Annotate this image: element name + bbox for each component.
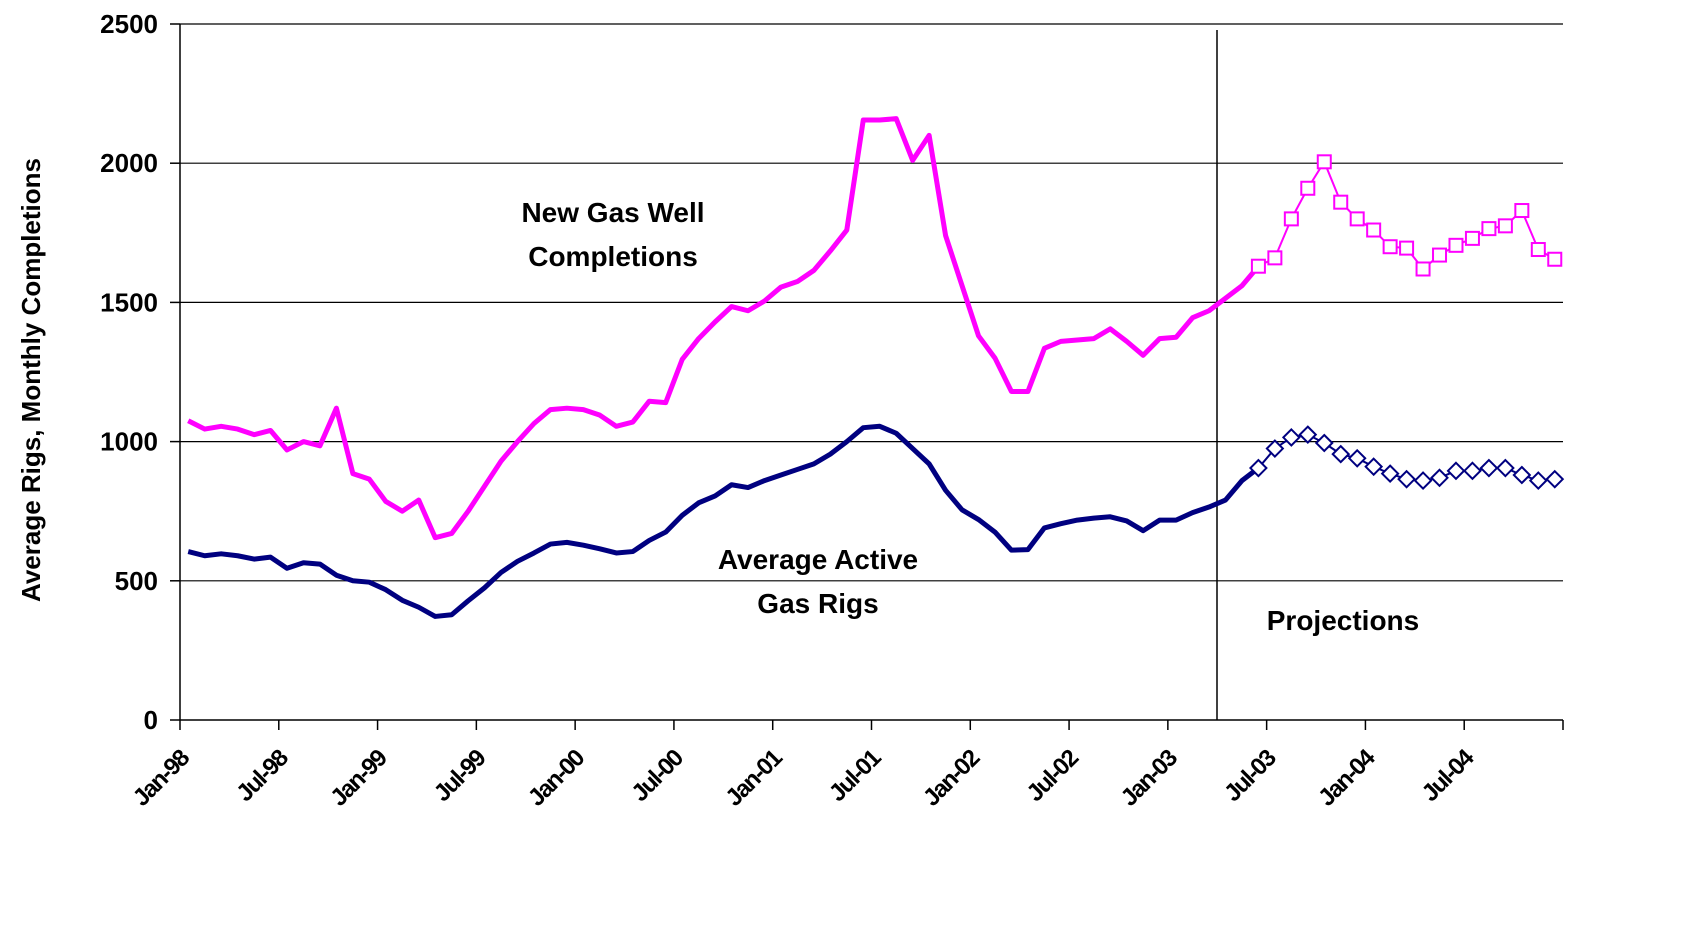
marker [1547, 251, 1563, 267]
x-tick-label: Jul-00 [626, 744, 689, 807]
marker [1265, 439, 1285, 458]
marker [1300, 180, 1316, 196]
marker [1464, 230, 1480, 246]
annotation: Gas Rigs [757, 588, 878, 619]
marker [1380, 464, 1400, 484]
marker [1316, 154, 1332, 170]
marker [1267, 250, 1283, 266]
marker [1283, 211, 1299, 227]
annotation: New Gas Well [521, 197, 704, 228]
y-tick-label: 2000 [100, 148, 158, 178]
marker [1314, 433, 1334, 453]
marker [1281, 428, 1301, 447]
marker [1481, 221, 1497, 237]
x-tick-label: Jan-99 [325, 744, 392, 811]
marker [1479, 458, 1499, 478]
x-tick-label: Jan-98 [128, 744, 195, 811]
y-tick-label: 500 [115, 566, 158, 596]
marker [1448, 237, 1464, 253]
marker [1347, 448, 1367, 468]
marker [1382, 239, 1398, 255]
marker [1250, 258, 1266, 274]
marker [1366, 222, 1382, 238]
marker [1545, 469, 1565, 489]
marker [1497, 218, 1513, 234]
y-axis-title: Average Rigs, Monthly Completions [16, 158, 46, 602]
marker [1364, 457, 1384, 477]
marker [1399, 240, 1415, 256]
marker [1397, 469, 1417, 489]
series-line [187, 423, 1260, 619]
x-tick-label: Jul-01 [824, 744, 887, 807]
x-tick-label: Jul-02 [1022, 744, 1085, 807]
y-tick-label: 2500 [100, 9, 158, 39]
marker [1512, 465, 1532, 485]
marker [1463, 461, 1482, 481]
x-tick-label: Jul-04 [1417, 744, 1480, 807]
x-tick-label: Jan-00 [523, 744, 590, 811]
marker [1413, 471, 1433, 490]
x-tick-label: Jan-01 [720, 744, 787, 811]
y-tick-label: 1500 [100, 287, 158, 317]
marker [1331, 444, 1351, 464]
marker [1530, 242, 1546, 258]
marker [1528, 471, 1548, 490]
x-tick-label: Jul-98 [231, 744, 294, 807]
series-line [187, 116, 1261, 541]
marker [1248, 458, 1268, 478]
y-tick-label: 0 [144, 705, 158, 735]
marker [1495, 458, 1515, 478]
x-tick-label: Jul-99 [429, 744, 492, 807]
x-tick-label: Jan-02 [918, 744, 985, 811]
annotation: Projections [1267, 605, 1419, 636]
x-tick-label: Jan-03 [1116, 744, 1183, 811]
marker [1349, 211, 1365, 227]
marker [1432, 247, 1448, 263]
annotation: Average Active [718, 544, 918, 575]
marker [1415, 261, 1431, 277]
marker [1446, 461, 1466, 481]
marker [1298, 425, 1318, 445]
marker [1333, 194, 1349, 210]
y-tick-label: 1000 [100, 427, 158, 457]
marker [1430, 468, 1449, 488]
x-tick-label: Jul-03 [1219, 744, 1282, 807]
label-backdrop [680, 540, 956, 630]
annotation: Completions [528, 241, 698, 272]
marker [1514, 203, 1530, 219]
x-tick-label: Jan-04 [1313, 744, 1381, 812]
